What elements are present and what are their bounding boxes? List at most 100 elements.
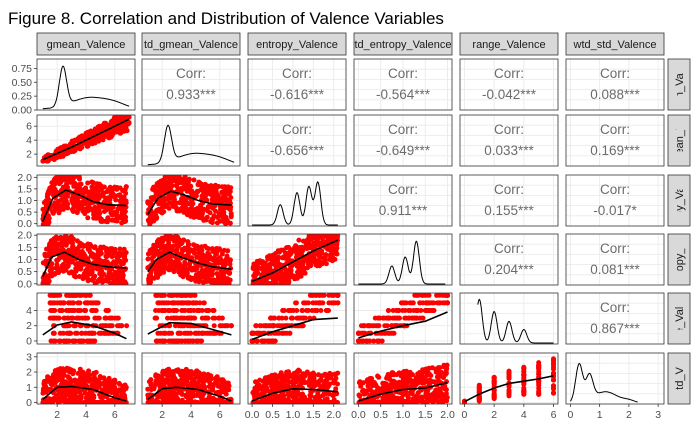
scatter-point bbox=[43, 198, 49, 204]
scatter-point bbox=[331, 300, 337, 306]
scatter-point bbox=[434, 293, 440, 298]
scatter-point bbox=[91, 245, 97, 251]
scatter-point bbox=[185, 251, 191, 257]
scatter-point bbox=[417, 300, 423, 306]
panel-border bbox=[36, 292, 136, 345]
panel-border bbox=[247, 292, 347, 345]
scatter-point bbox=[87, 130, 92, 136]
panel-border bbox=[459, 58, 559, 111]
scatter-point bbox=[195, 308, 201, 313]
scatter-point bbox=[374, 338, 380, 344]
scatter-point bbox=[258, 266, 264, 271]
scatter-point bbox=[306, 257, 312, 263]
scatter-point bbox=[46, 188, 52, 194]
scatter-point bbox=[269, 256, 275, 262]
scatter-point bbox=[120, 188, 126, 193]
scatter-point bbox=[85, 377, 91, 383]
scatter-point bbox=[92, 375, 98, 381]
scatter-point bbox=[157, 293, 163, 298]
scatter-point bbox=[333, 386, 339, 392]
scatter-point bbox=[85, 180, 91, 186]
scatter-point bbox=[178, 293, 184, 298]
scatter-point bbox=[70, 300, 76, 306]
scatter-point bbox=[223, 196, 229, 202]
scatter-point bbox=[111, 261, 117, 267]
scatter-point bbox=[256, 330, 261, 336]
scatter-point bbox=[182, 338, 188, 344]
scatter-point bbox=[296, 237, 302, 243]
scatter-point bbox=[370, 323, 376, 329]
panel-background bbox=[460, 115, 558, 166]
scatter-point bbox=[391, 330, 397, 336]
scatter-point bbox=[74, 315, 80, 321]
scatter-point bbox=[62, 315, 68, 321]
scatter-point bbox=[279, 270, 285, 276]
scatter-point bbox=[415, 293, 421, 298]
scatter-point bbox=[300, 261, 306, 267]
scatter-point bbox=[88, 330, 94, 336]
scatter-point bbox=[278, 247, 284, 253]
scatter-point bbox=[360, 323, 366, 329]
scatter-point bbox=[423, 308, 429, 313]
scatter-point bbox=[49, 273, 55, 279]
scatter-point bbox=[52, 338, 58, 344]
scatter-point bbox=[85, 208, 91, 214]
panel-r5-c5 bbox=[459, 292, 559, 345]
scatter-point bbox=[56, 315, 62, 321]
panel-border bbox=[565, 174, 665, 227]
scatter-point bbox=[225, 248, 231, 254]
scatter-point bbox=[106, 400, 112, 404]
panel-background bbox=[460, 175, 558, 226]
scatter-point bbox=[167, 382, 173, 388]
scatter-point bbox=[199, 267, 205, 273]
scatter-point bbox=[109, 383, 115, 389]
scatter-point bbox=[178, 323, 184, 329]
scatter-point bbox=[171, 176, 177, 182]
scatter-point bbox=[272, 281, 278, 285]
scatter-point bbox=[182, 175, 188, 179]
scatter-point bbox=[145, 217, 151, 223]
scatter-point bbox=[79, 249, 85, 254]
scatter-point bbox=[313, 242, 319, 248]
scatter-point bbox=[104, 248, 110, 254]
scatter-point bbox=[356, 338, 361, 344]
scatter-point bbox=[78, 377, 84, 383]
scatter-point bbox=[118, 130, 124, 136]
scatter-point bbox=[44, 277, 50, 283]
scatter-point bbox=[72, 397, 78, 403]
scatter-point bbox=[47, 268, 53, 274]
scatter-point bbox=[190, 266, 196, 271]
scatter-point bbox=[220, 281, 226, 285]
scatter-point bbox=[72, 377, 78, 383]
scatter-point bbox=[210, 315, 216, 321]
scatter-point bbox=[210, 308, 216, 313]
scatter-point bbox=[48, 380, 54, 386]
scatter-point bbox=[179, 382, 185, 388]
scatter-point bbox=[61, 143, 67, 149]
scatter-point bbox=[269, 261, 275, 267]
scatter-point bbox=[228, 211, 234, 217]
scatter-point bbox=[285, 251, 291, 257]
panel-border bbox=[36, 58, 136, 111]
scatter-point bbox=[216, 184, 222, 189]
scatter-point bbox=[168, 338, 174, 344]
scatter-point bbox=[265, 265, 271, 271]
scatter-point bbox=[48, 397, 54, 403]
scatter-point bbox=[272, 338, 278, 344]
scatter-point bbox=[322, 257, 328, 263]
scatter-point bbox=[193, 374, 199, 380]
scatter-point bbox=[365, 323, 371, 329]
scatter-point bbox=[278, 370, 284, 376]
scatter-point bbox=[196, 209, 201, 215]
scatter-point bbox=[84, 338, 90, 344]
scatter-point bbox=[211, 323, 217, 329]
scatter-point bbox=[282, 277, 288, 283]
scatter-point bbox=[191, 381, 197, 387]
scatter-point bbox=[314, 308, 320, 313]
scatter-point bbox=[401, 300, 407, 306]
scatter-point bbox=[99, 186, 105, 192]
scatter-point bbox=[291, 248, 297, 254]
smooth-line bbox=[147, 190, 232, 215]
panel-border bbox=[247, 174, 347, 227]
scatter-point bbox=[52, 246, 58, 251]
